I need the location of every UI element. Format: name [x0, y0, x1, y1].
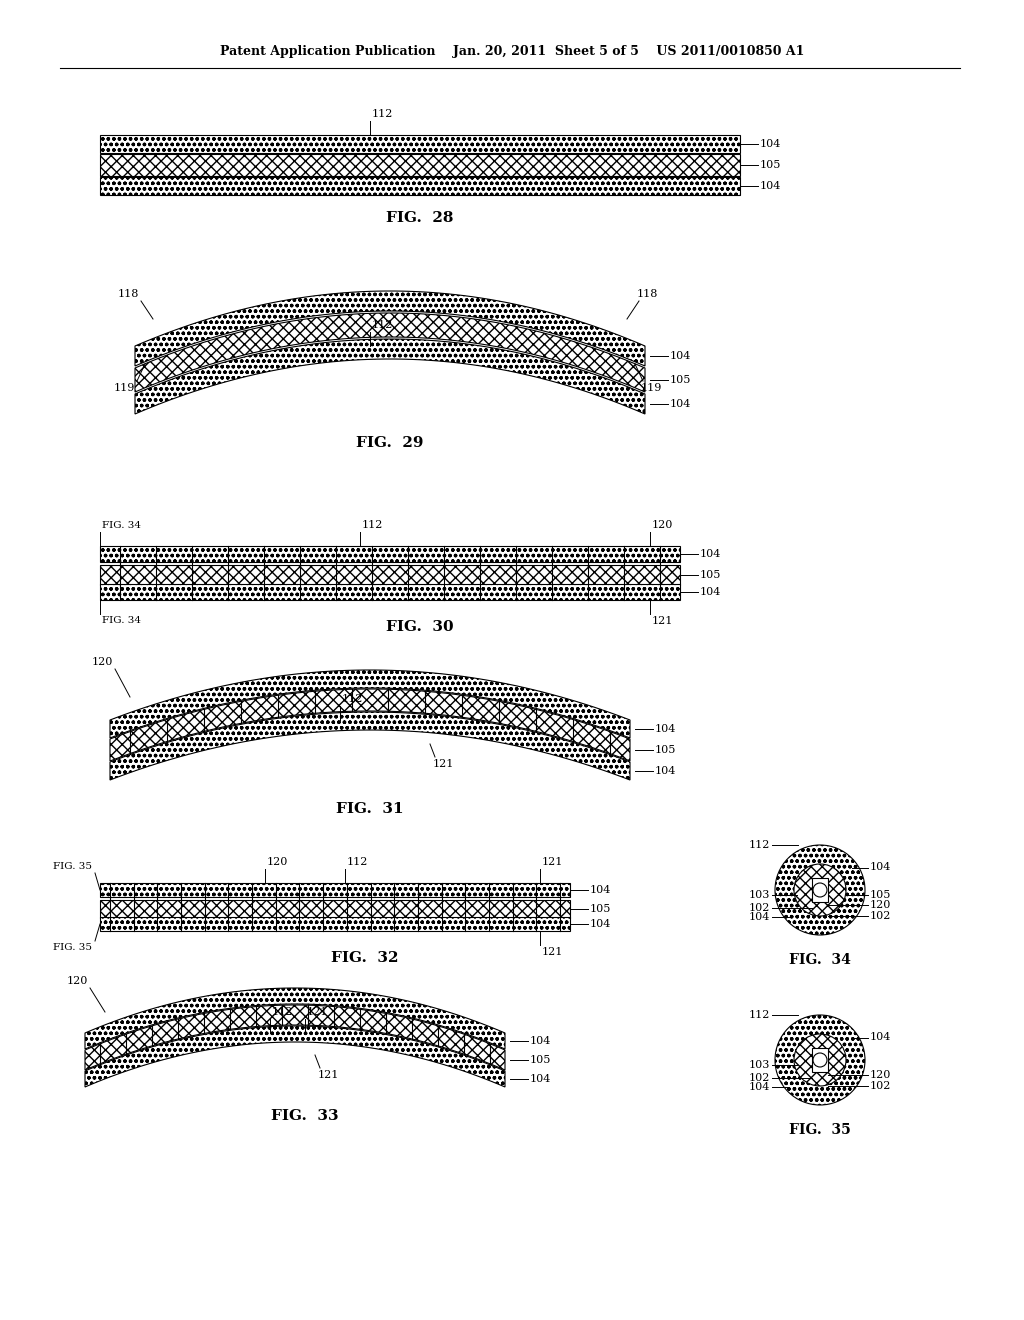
Text: 104: 104	[530, 1074, 551, 1084]
Text: 102: 102	[870, 1081, 891, 1092]
Text: 104: 104	[590, 884, 611, 895]
Text: 104: 104	[670, 351, 691, 360]
Text: 112: 112	[342, 694, 364, 704]
Polygon shape	[110, 671, 630, 738]
Bar	[100, 546, 680, 562]
Text: 102: 102	[749, 903, 770, 913]
Bar	[100, 883, 570, 898]
Circle shape	[813, 1053, 827, 1067]
Text: 119: 119	[641, 383, 663, 393]
Bar	[100, 154, 740, 176]
Text: FIG.  35: FIG. 35	[790, 1123, 851, 1137]
Text: 102: 102	[870, 911, 891, 921]
Text: FIG. 35: FIG. 35	[53, 942, 92, 952]
Bar	[812, 878, 828, 902]
Text: 104: 104	[870, 1032, 891, 1043]
Bar	[100, 565, 680, 585]
Text: FIG. 34: FIG. 34	[102, 521, 141, 531]
Text: FIG.  31: FIG. 31	[336, 803, 403, 816]
Text: 104: 104	[530, 1036, 551, 1045]
Polygon shape	[85, 1005, 505, 1071]
Polygon shape	[85, 987, 505, 1049]
Text: 120: 120	[870, 1071, 891, 1080]
Text: 102: 102	[749, 1073, 770, 1082]
Text: FIG. 35: FIG. 35	[53, 862, 92, 871]
Text: 104: 104	[700, 587, 721, 597]
Text: FIG. 34: FIG. 34	[102, 616, 141, 624]
Text: 121: 121	[433, 759, 455, 770]
Text: 120: 120	[652, 520, 674, 531]
Text: 103: 103	[749, 890, 770, 900]
Text: 118: 118	[637, 289, 658, 300]
Text: 104: 104	[655, 766, 677, 776]
Text: FIG.  28: FIG. 28	[386, 211, 454, 224]
Text: Patent Application Publication    Jan. 20, 2011  Sheet 5 of 5    US 2011/0010850: Patent Application Publication Jan. 20, …	[220, 45, 804, 58]
Text: 112: 112	[272, 1007, 293, 1016]
Text: 104: 104	[700, 549, 721, 558]
Polygon shape	[110, 711, 630, 780]
Text: 112: 112	[372, 319, 393, 330]
Text: 121: 121	[652, 616, 674, 626]
Bar	[100, 900, 570, 917]
Text: 121: 121	[542, 857, 563, 867]
Bar	[100, 177, 740, 195]
Text: 105: 105	[700, 570, 721, 579]
Text: 118: 118	[118, 289, 139, 300]
Text: 105: 105	[590, 904, 611, 913]
Text: 120: 120	[91, 657, 113, 667]
Text: FIG.  34: FIG. 34	[790, 953, 851, 968]
Text: 112: 112	[749, 840, 770, 850]
Text: 112: 112	[749, 1010, 770, 1020]
Text: 104: 104	[760, 181, 781, 191]
Text: 104: 104	[749, 1082, 770, 1092]
Text: 120: 120	[267, 857, 289, 867]
Text: FIG.  30: FIG. 30	[386, 620, 454, 634]
Text: 105: 105	[670, 375, 691, 385]
Circle shape	[775, 1015, 865, 1105]
Bar	[100, 917, 570, 931]
Text: FIG.  32: FIG. 32	[331, 950, 398, 965]
Text: 121: 121	[542, 946, 563, 957]
Polygon shape	[110, 689, 630, 762]
Text: 120: 120	[67, 975, 88, 986]
Text: FIG.  29: FIG. 29	[356, 436, 424, 450]
Text: 104: 104	[590, 919, 611, 929]
Text: FIG.  33: FIG. 33	[271, 1109, 339, 1123]
Bar	[812, 1048, 828, 1072]
Text: 105: 105	[530, 1055, 551, 1065]
Text: 104: 104	[749, 912, 770, 921]
Text: 121: 121	[307, 1007, 329, 1016]
Polygon shape	[135, 339, 645, 414]
Text: 105: 105	[655, 744, 677, 755]
Circle shape	[813, 883, 827, 898]
Text: 112: 112	[372, 110, 393, 119]
Text: 119: 119	[114, 383, 135, 393]
Text: 105: 105	[760, 160, 781, 170]
Bar	[100, 135, 740, 153]
Polygon shape	[135, 290, 645, 366]
Text: 121: 121	[318, 1071, 339, 1080]
Text: 112: 112	[347, 857, 369, 867]
Text: 120: 120	[870, 900, 891, 909]
Circle shape	[794, 865, 846, 916]
Text: 104: 104	[670, 399, 691, 409]
Circle shape	[794, 1034, 846, 1086]
Text: 103: 103	[749, 1060, 770, 1071]
Text: 104: 104	[870, 862, 891, 873]
Text: 105: 105	[870, 890, 891, 900]
Bar	[100, 583, 680, 601]
Text: 104: 104	[760, 139, 781, 149]
Polygon shape	[135, 313, 645, 392]
Text: 104: 104	[655, 723, 677, 734]
Circle shape	[775, 845, 865, 935]
Polygon shape	[85, 1026, 505, 1086]
Text: 112: 112	[362, 520, 383, 531]
